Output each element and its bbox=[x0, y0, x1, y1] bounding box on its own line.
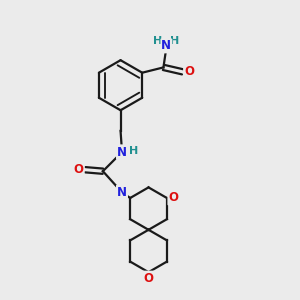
Text: N: N bbox=[117, 146, 127, 159]
Text: N: N bbox=[117, 186, 127, 199]
Text: H: H bbox=[170, 36, 179, 46]
Text: N: N bbox=[117, 186, 127, 199]
Text: O: O bbox=[168, 191, 178, 205]
Text: H: H bbox=[129, 146, 138, 156]
Text: N: N bbox=[117, 146, 127, 159]
Text: N: N bbox=[161, 39, 171, 52]
Text: O: O bbox=[143, 272, 154, 285]
Text: H: H bbox=[153, 36, 162, 46]
Text: O: O bbox=[184, 65, 194, 78]
Text: O: O bbox=[74, 163, 84, 176]
